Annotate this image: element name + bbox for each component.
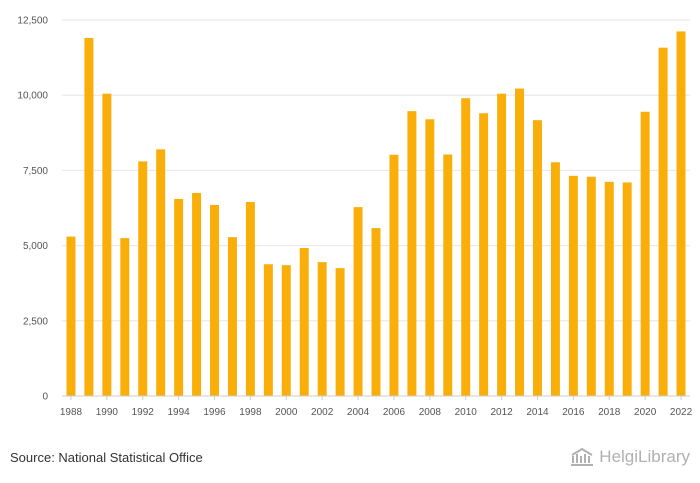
bar-1992[interactable] <box>138 161 148 396</box>
x-tick-label: 2020 <box>634 407 657 418</box>
bar-2007[interactable] <box>407 111 417 397</box>
x-tick-label: 2012 <box>490 407 513 418</box>
bar-2021[interactable] <box>658 47 668 397</box>
bar-2006[interactable] <box>389 154 399 396</box>
y-tick-label: 7,500 <box>23 166 48 177</box>
bar-2004[interactable] <box>353 207 363 396</box>
bar-2015[interactable] <box>550 162 560 396</box>
bar-2002[interactable] <box>317 262 327 396</box>
x-tick-label: 2014 <box>526 407 549 418</box>
bar-2012[interactable] <box>497 93 507 397</box>
bar-2019[interactable] <box>622 182 632 396</box>
x-tick-label: 1988 <box>60 407 83 418</box>
library-logo-icon <box>571 447 594 466</box>
x-tick-label: 1996 <box>203 407 226 418</box>
brand-name: HelgiLibrary <box>599 447 690 466</box>
bar-1989[interactable] <box>84 38 94 396</box>
y-tick-label: 10,000 <box>17 91 48 102</box>
x-tick-label: 2022 <box>670 407 693 418</box>
x-tick-label: 2000 <box>275 407 298 418</box>
grid-lines <box>62 19 690 322</box>
bar-2000[interactable] <box>281 265 291 396</box>
bar-2017[interactable] <box>586 176 596 396</box>
bar-1991[interactable] <box>120 238 130 396</box>
bar-1997[interactable] <box>227 237 237 396</box>
bar-1988[interactable] <box>66 236 76 396</box>
x-tick-label: 1990 <box>96 407 119 418</box>
x-tick-label: 2018 <box>598 407 621 418</box>
x-tick-label: 2010 <box>455 407 478 418</box>
bar-2020[interactable] <box>640 111 650 396</box>
bar-2011[interactable] <box>479 113 489 397</box>
bar-1993[interactable] <box>156 149 166 396</box>
bars <box>66 31 686 397</box>
x-tick-label: 2004 <box>347 407 370 418</box>
y-tick-label: 0 <box>42 392 48 403</box>
x-tick-label: 2016 <box>562 407 585 418</box>
x-tick-label: 1992 <box>132 407 155 418</box>
bar-2010[interactable] <box>461 98 471 396</box>
x-tick-label: 2002 <box>311 407 334 418</box>
x-tick-label: 2006 <box>383 407 406 418</box>
bar-2016[interactable] <box>568 175 578 396</box>
source-note: Source: National Statistical Office <box>10 450 203 465</box>
x-tick-label: 2008 <box>419 407 442 418</box>
bar-2022[interactable] <box>676 31 686 397</box>
y-tick-label: 12,500 <box>17 16 48 27</box>
y-axis-ticks: 0 2,500 5,000 7,500 10,000 12,500 <box>17 16 48 403</box>
bar-2001[interactable] <box>299 248 309 396</box>
bar-1995[interactable] <box>192 192 202 396</box>
bar-2005[interactable] <box>371 228 381 396</box>
bar-1990[interactable] <box>102 93 112 397</box>
helgi-library-brand[interactable]: HelgiLibrary <box>569 447 690 467</box>
bar-2018[interactable] <box>604 181 614 396</box>
bar-2003[interactable] <box>335 268 345 396</box>
bar-1996[interactable] <box>210 204 219 396</box>
y-tick-label: 2,500 <box>23 316 48 327</box>
bar-2013[interactable] <box>515 88 525 396</box>
bar-1998[interactable] <box>245 201 255 396</box>
x-tick-label: 1998 <box>239 407 262 418</box>
bar-2008[interactable] <box>425 119 435 396</box>
y-tick-label: 5,000 <box>23 241 48 252</box>
bar-1994[interactable] <box>174 198 184 396</box>
bar-1999[interactable] <box>263 264 273 396</box>
bar-2014[interactable] <box>533 120 542 397</box>
x-axis-ticks: 1988 1990 1992 1994 1996 1998 2000 2002 2004 2006… <box>60 396 693 418</box>
bar-2009[interactable] <box>443 154 453 396</box>
x-tick-label: 1994 <box>168 407 191 418</box>
